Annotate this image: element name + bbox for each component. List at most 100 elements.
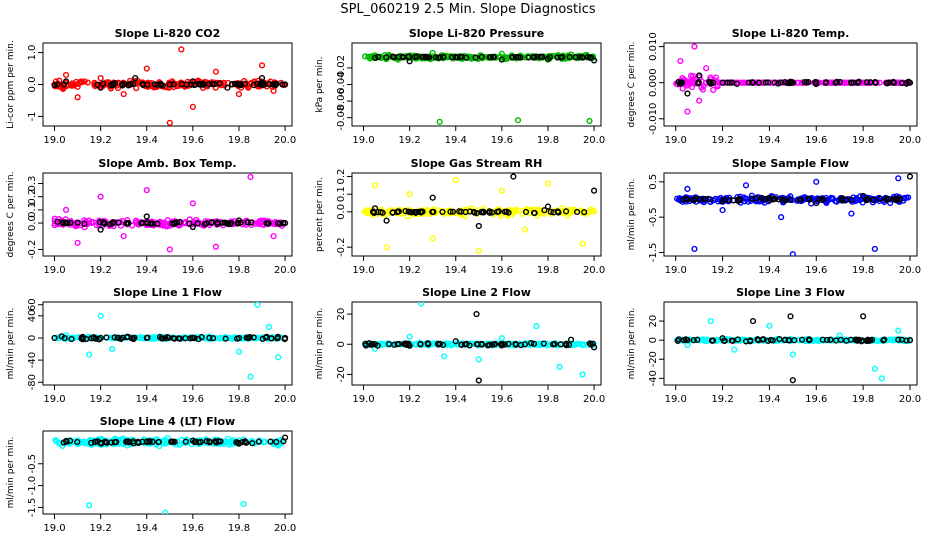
x-tick-label: 19.8: [228, 523, 250, 534]
x-tick-label: 19.6: [491, 265, 513, 276]
data-point: [194, 220, 201, 227]
data-point: [864, 196, 871, 203]
x-tick-label: 19.0: [665, 135, 687, 146]
data-point: [466, 208, 474, 215]
data-point: [581, 209, 588, 216]
data-point: [789, 79, 796, 86]
data-point: [854, 337, 861, 344]
data-point: [143, 334, 150, 342]
data-point: [255, 438, 262, 445]
data-point: [777, 79, 785, 86]
data-point: [903, 337, 910, 344]
data-point: [566, 53, 573, 61]
data-point: [895, 327, 902, 334]
x-tick-label: 19.0: [43, 265, 65, 276]
data-point: [78, 78, 85, 85]
data-point: [791, 337, 798, 344]
x-tick-label: 19.8: [537, 135, 559, 146]
points: [361, 173, 598, 254]
data-point: [271, 219, 278, 226]
y-tick-label: 1.0: [27, 45, 38, 61]
data-point: [74, 94, 81, 101]
data-point: [249, 440, 256, 447]
data-point: [554, 208, 561, 215]
data-point: [475, 356, 482, 363]
x-tick-label: 20.0: [899, 135, 921, 146]
data-point: [789, 377, 796, 384]
x-tick-label: 19.4: [758, 135, 780, 146]
data-point: [143, 187, 150, 194]
data-point: [886, 79, 893, 86]
data-point: [531, 209, 538, 217]
data-point: [258, 75, 266, 82]
data-point: [719, 335, 726, 342]
data-point: [281, 81, 289, 88]
data-point: [728, 79, 736, 86]
data-point: [576, 54, 583, 61]
data-point: [498, 50, 505, 57]
data-point: [541, 209, 548, 216]
data-point: [260, 82, 267, 89]
data-point: [563, 340, 570, 347]
data-point: [74, 219, 81, 226]
data-point: [112, 79, 119, 87]
data-point: [707, 79, 714, 86]
data-point: [789, 251, 796, 256]
x-tick-label: 19.2: [90, 523, 112, 534]
data-point: [906, 79, 914, 86]
data-point: [143, 213, 150, 220]
data-point: [567, 336, 575, 343]
data-point: [273, 438, 280, 446]
data-point: [168, 438, 175, 445]
y-tick-label: -0.2: [27, 240, 38, 260]
data-point: [680, 337, 688, 344]
data-point: [472, 54, 479, 61]
data-point: [816, 337, 823, 344]
x-tick-label: 19.8: [852, 394, 874, 405]
data-point: [195, 439, 202, 446]
data-point: [695, 78, 702, 86]
data-point: [475, 377, 482, 384]
data-point: [67, 437, 74, 444]
x-tick-label: 19.0: [352, 265, 374, 276]
data-point: [747, 338, 754, 345]
x-tick-label: 19.4: [758, 265, 780, 276]
data-point: [881, 336, 888, 343]
data-point: [528, 339, 535, 347]
data-point: [742, 79, 750, 86]
data-point: [97, 334, 104, 342]
data-point: [872, 79, 879, 86]
data-point: [805, 195, 812, 202]
data-point: [54, 81, 61, 88]
data-point: [824, 336, 831, 344]
data-point: [585, 53, 592, 61]
data-point: [115, 219, 122, 226]
data-point: [559, 54, 566, 61]
data-point: [712, 74, 720, 81]
data-point: [245, 335, 252, 342]
data-point: [501, 341, 508, 348]
data-point: [797, 196, 804, 203]
data-point: [226, 220, 234, 228]
data-point: [452, 176, 459, 184]
data-point: [498, 187, 505, 194]
data-point: [565, 341, 573, 349]
data-point: [247, 173, 254, 181]
data-point: [679, 85, 686, 92]
data-point: [515, 54, 522, 61]
x-tick-label: 20.0: [274, 523, 296, 534]
data-point: [539, 53, 546, 60]
y-tick-label: -0.08: [336, 105, 347, 131]
data-point: [366, 340, 373, 347]
data-point: [263, 220, 270, 227]
data-point: [97, 312, 104, 319]
data-point: [429, 235, 436, 242]
y-tick-label: 0.010: [648, 32, 659, 61]
data-point: [144, 220, 151, 227]
data-point: [137, 334, 144, 342]
data-point: [540, 340, 547, 347]
data-point: [225, 334, 232, 341]
data-point: [189, 223, 196, 231]
plot-frame: [663, 172, 918, 257]
data-point: [144, 81, 151, 88]
